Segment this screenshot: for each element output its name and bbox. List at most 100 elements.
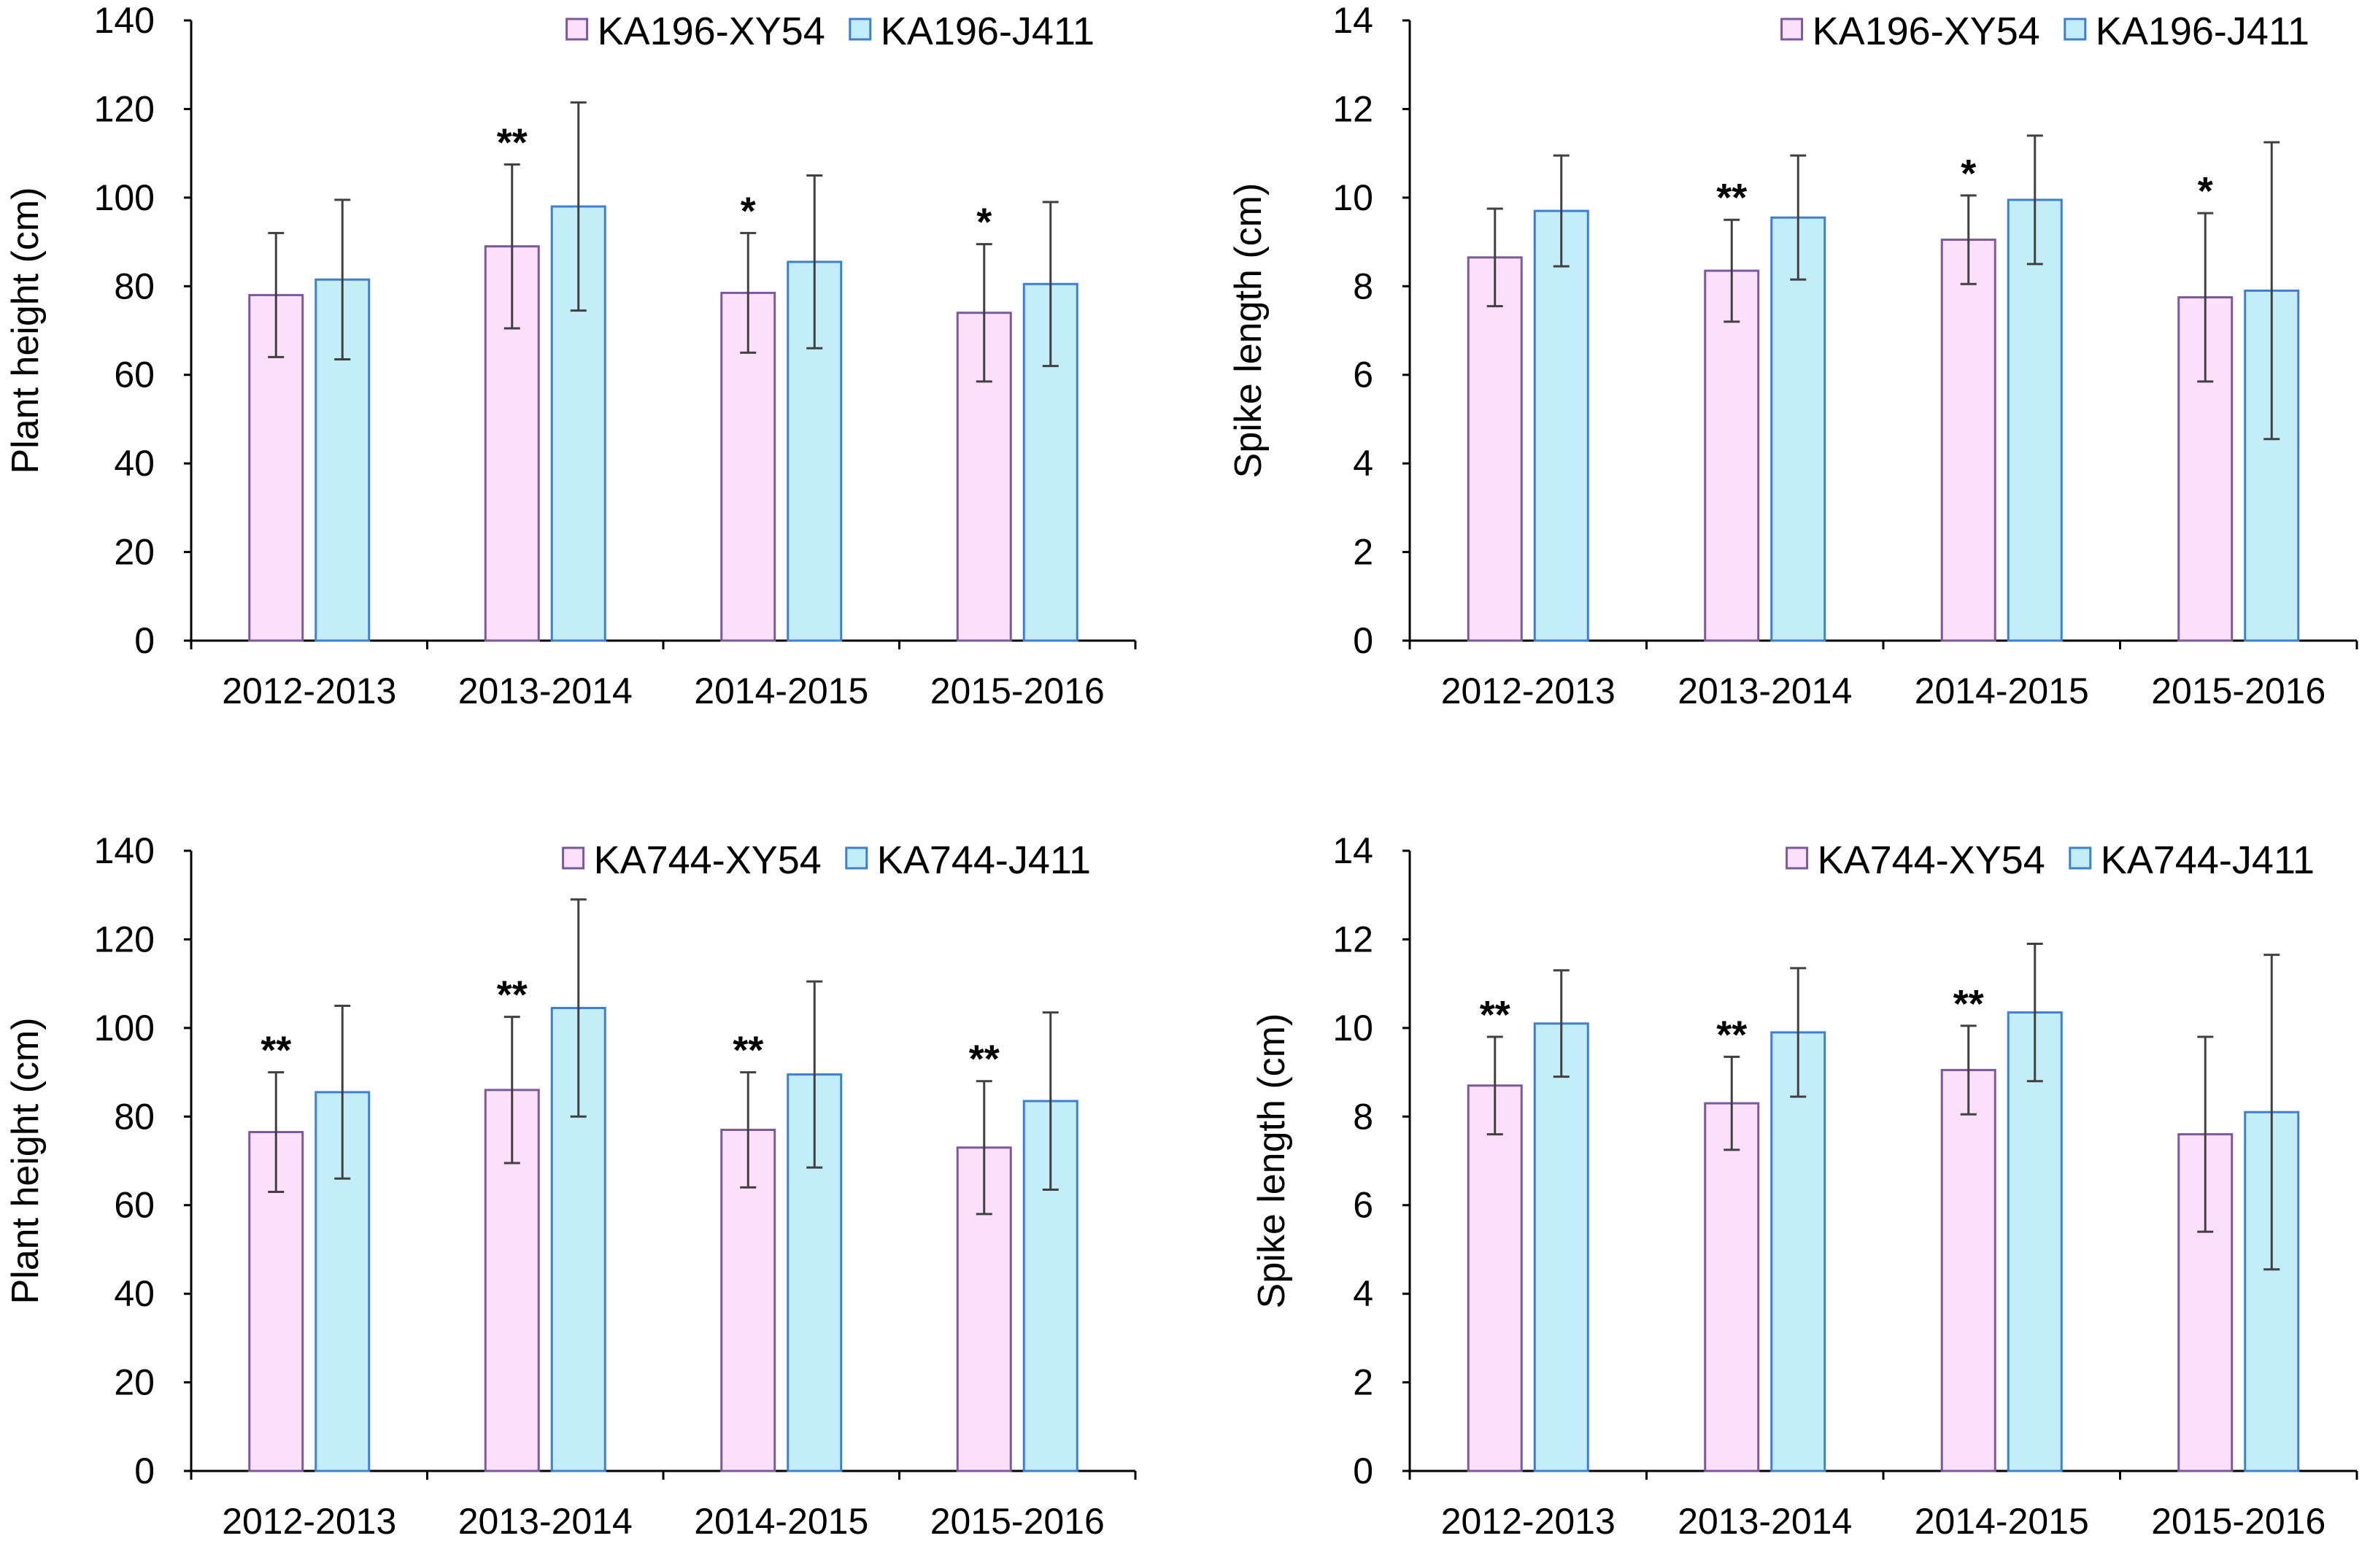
y-tick-label: 20 [114, 1362, 155, 1403]
chart-panel-3: 0 20 40 60 80 100 120 140 Plant height (cm) 2012-… [4, 830, 1137, 1542]
legend: KA744-XY54 KA744-J411 [562, 838, 1091, 882]
y-tick-label: 10 [1332, 1008, 1373, 1048]
x-tick-label: 2013-2014 [458, 1501, 633, 1542]
legend-swatch [1780, 18, 1804, 41]
y-tick-label: 0 [1353, 620, 1373, 661]
significance-marker: ** [1953, 982, 1984, 1026]
y-tick-label: 10 [1332, 177, 1373, 218]
y-tick-label: 0 [134, 1451, 155, 1491]
y-tick-label: 4 [1353, 443, 1373, 484]
y-tick-label: 100 [94, 1008, 155, 1048]
legend-label: KA196-J411 [2096, 9, 2309, 53]
legend-swatch [566, 18, 589, 41]
x-tick-label: 2013-2014 [1678, 671, 1852, 711]
y-tick-label: 120 [94, 88, 155, 129]
y-tick-label: 14 [1332, 830, 1373, 871]
significance-marker: ** [733, 1029, 763, 1073]
y-tick-label: 60 [114, 355, 155, 395]
y-tick-label: 4 [1353, 1273, 1373, 1314]
legend-swatch [2069, 846, 2092, 870]
y-tick-label: 140 [94, 0, 155, 41]
x-tick-label: 2014-2015 [694, 1501, 868, 1542]
bar [1770, 1031, 1826, 1472]
legend: KA196-XY54 KA196-J411 [1780, 9, 2309, 53]
x-tick-label: 2013-2014 [1678, 1501, 1852, 1542]
significance-marker: ** [969, 1038, 1000, 1081]
x-tick-label: 2012-2013 [1441, 1501, 1616, 1542]
bar [1467, 256, 1523, 642]
y-tick-label: 60 [114, 1185, 155, 1226]
y-tick-label: 14 [1332, 0, 1373, 41]
y-tick-label: 80 [114, 1096, 155, 1137]
y-tick-label: 12 [1332, 919, 1373, 959]
bar [1940, 1069, 1996, 1472]
x-tick-label: 2015-2016 [2151, 1501, 2325, 1542]
significance-marker: ** [1480, 993, 1510, 1037]
legend-swatch [845, 846, 868, 870]
bar [1704, 1102, 1760, 1472]
legend-label: KA196-XY54 [1813, 9, 2040, 53]
bar [1770, 216, 1826, 642]
bar [314, 1091, 371, 1472]
y-tick-label: 0 [134, 620, 155, 661]
y-tick-label: 120 [94, 919, 155, 959]
bar [2007, 198, 2063, 642]
x-tick-label: 2015-2016 [930, 1501, 1105, 1542]
y-tick-label: 8 [1353, 266, 1373, 306]
legend-label: KA744-J411 [877, 838, 1091, 882]
y-tick-label: 2 [1353, 1362, 1373, 1403]
y-axis-label: Plant height (cm) [4, 187, 47, 474]
y-tick-label: 6 [1353, 1185, 1373, 1226]
x-tick-label: 2014-2015 [694, 671, 868, 711]
significance-marker: ** [1716, 1013, 1747, 1057]
x-tick-label: 2012-2013 [1441, 671, 1616, 711]
x-tick-label: 2015-2016 [2151, 671, 2325, 711]
significance-marker: * [2198, 169, 2213, 213]
y-tick-label: 100 [94, 177, 155, 218]
y-tick-label: 6 [1353, 355, 1373, 395]
legend-swatch [849, 18, 872, 41]
y-tick-label: 140 [94, 830, 155, 871]
y-tick-label: 0 [1353, 1451, 1373, 1491]
x-tick-label: 2012-2013 [222, 1501, 396, 1542]
significance-marker: * [976, 201, 992, 244]
x-tick-label: 2012-2013 [222, 671, 396, 711]
legend: KA196-XY54 KA196-J411 [566, 9, 1095, 53]
x-tick-label: 2014-2015 [1915, 1501, 2089, 1542]
chart-panel-4: 0 2 4 6 8 10 12 14 Spike length (cm) 2012-2013 ** 2… [1251, 830, 2358, 1542]
y-tick-label: 12 [1332, 88, 1373, 129]
legend-swatch [2064, 18, 2087, 41]
y-axis-label: Plant height (cm) [4, 1017, 47, 1304]
significance-marker: ** [497, 120, 528, 164]
legend-label: KA744-XY54 [594, 838, 822, 882]
significance-marker: * [741, 189, 756, 233]
legend-label: KA744-XY54 [1818, 838, 2045, 882]
bar [1704, 269, 1760, 642]
bar [2007, 1011, 2063, 1472]
significance-marker: ** [497, 973, 528, 1017]
significance-marker: * [1961, 152, 1976, 196]
legend-label: KA744-J411 [2101, 838, 2315, 882]
bar [1467, 1084, 1523, 1472]
y-tick-label: 40 [114, 443, 155, 484]
y-axis-label: Spike length (cm) [1227, 183, 1270, 479]
bar [1533, 1022, 1589, 1472]
x-tick-label: 2014-2015 [1915, 671, 2089, 711]
legend-swatch [562, 846, 585, 870]
chart-panel-1: 0 20 40 60 80 100 120 140 Plant height (cm) 2012-… [4, 0, 1137, 711]
bar [1533, 209, 1589, 642]
legend-swatch [1786, 846, 1809, 870]
y-tick-label: 80 [114, 266, 155, 306]
y-tick-label: 20 [114, 532, 155, 573]
y-axis-label: Spike length (cm) [1251, 1013, 1293, 1309]
y-tick-label: 8 [1353, 1096, 1373, 1137]
significance-marker: ** [1716, 176, 1747, 220]
legend-label: KA196-J411 [881, 9, 1095, 53]
y-tick-label: 2 [1353, 532, 1373, 573]
chart-panel-2: 0 2 4 6 8 10 12 14 Spike length (cm) 2012-2013 201… [1227, 0, 2358, 711]
legend-label: KA196-XY54 [598, 9, 825, 53]
significance-marker: ** [260, 1029, 291, 1073]
bar [1940, 239, 1996, 642]
x-tick-label: 2013-2014 [458, 671, 633, 711]
